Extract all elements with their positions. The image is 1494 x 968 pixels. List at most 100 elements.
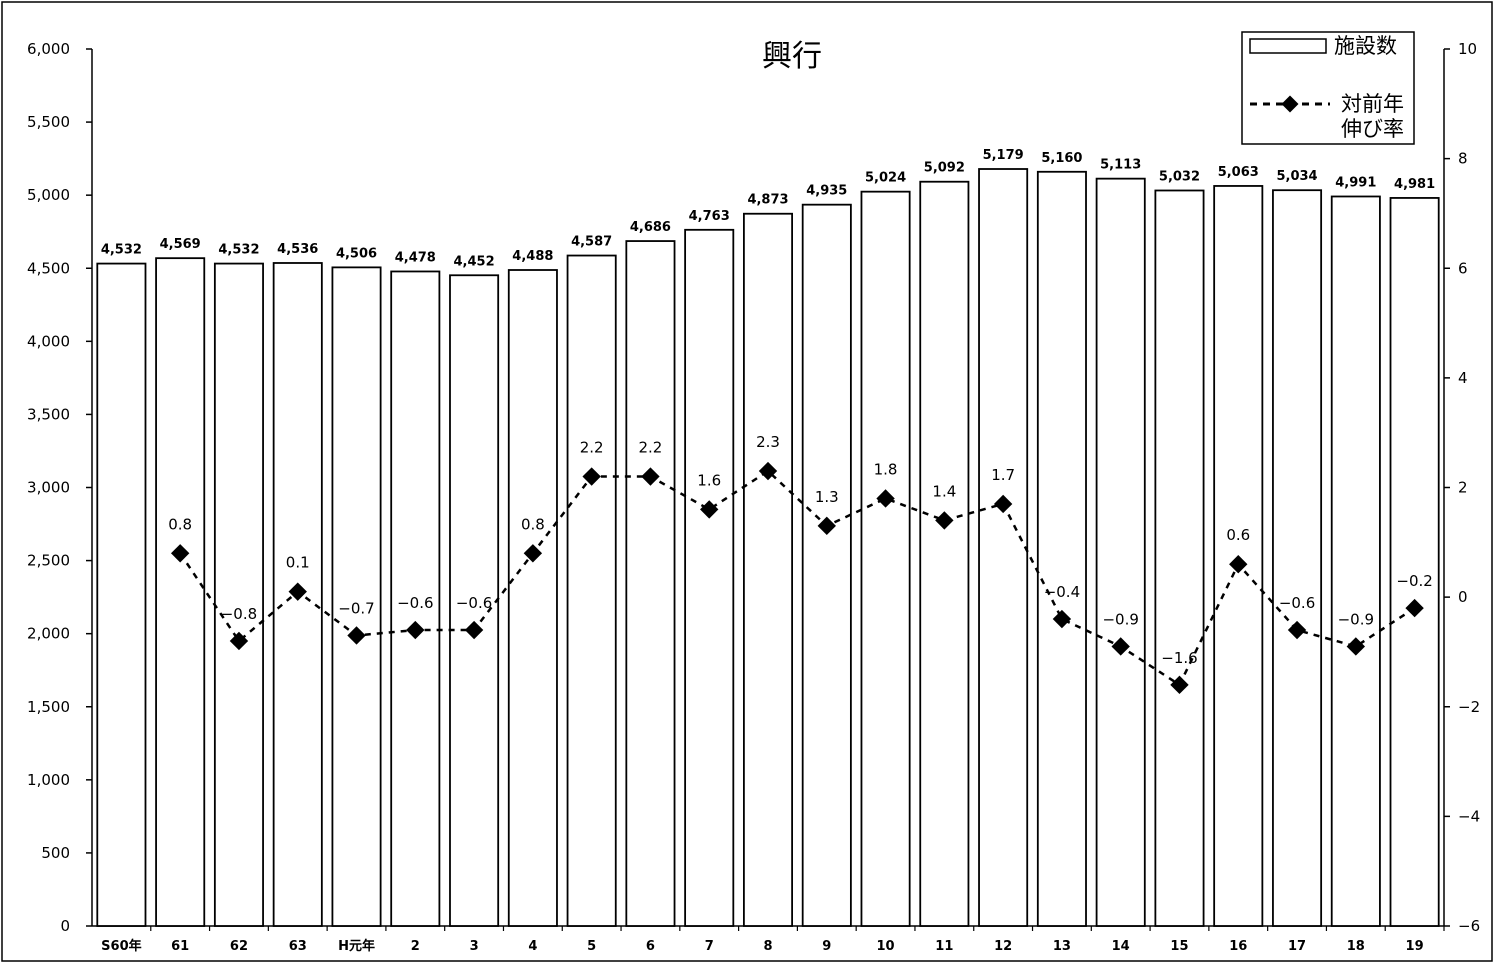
bar [96,262,147,927]
legend-label-rate-line2: 伸び率 [1341,117,1404,141]
category-label: 17 [1288,939,1306,954]
bar [1272,189,1323,927]
rate-marker [817,516,836,536]
rate-marker [876,489,895,508]
bar [919,180,970,927]
left-tick-label: 1,500 [27,698,70,716]
category-label: 62 [230,939,248,954]
rate-value-label: 2.2 [580,439,604,457]
bar-value-label: 4,488 [512,249,553,264]
bar-value-label: 4,532 [101,243,142,258]
category-label: 9 [822,939,831,954]
category-label: 8 [763,939,772,954]
bar-value-label: 5,092 [924,161,965,176]
bar [1095,177,1146,927]
rate-value-label: 0.6 [1226,526,1250,544]
bar [801,203,852,927]
rate-value-label: −0.6 [397,594,433,612]
rate-marker [700,500,719,519]
rate-value-label: −0.9 [1338,610,1374,628]
bar-value-label: 5,034 [1276,169,1317,184]
bar [1154,189,1205,927]
bar-value-label: 5,179 [983,148,1024,163]
right-tick-label: −2 [1458,698,1480,716]
rate-line-series [170,461,1424,695]
bar-value-label: 4,587 [571,235,612,250]
rate-marker [582,467,601,486]
chart-title: 興行 [762,39,822,74]
bar [860,190,911,927]
bar-value-label: 4,532 [218,243,259,258]
rate-value-label: −0.2 [1396,572,1432,590]
category-labels: S60年 61 62 63 H元年 2 3 4 5 6 7 8 9 10 11 12 13 14 15 16 17 18 1… [101,926,1445,954]
category-label: 5 [587,939,596,954]
rate-value-label: 1.6 [697,471,721,489]
rate-marker [523,544,543,563]
rate-value-label: 1.3 [815,488,839,506]
left-tick-label: 0 [60,917,70,935]
rate-marker [1405,598,1424,618]
bar-value-label: 4,873 [747,193,788,208]
category-label: 16 [1229,939,1247,954]
rate-marker [464,620,484,640]
rate-marker [641,467,660,486]
rate-marker [1052,609,1072,629]
right-tick-label: 4 [1458,369,1468,387]
rate-value-label: 0.8 [521,515,545,533]
left-tick-label: 3,000 [27,479,70,497]
rate-value-label: 2.2 [639,439,663,457]
rate-marker [758,461,778,481]
rate-value-label: −0.6 [456,594,492,612]
rate-value-label: 0.1 [286,554,310,572]
rate-value-label: 0.8 [168,515,192,533]
category-label: 13 [1053,939,1071,954]
rate-marker [1346,637,1366,656]
rate-value-label: −0.6 [1279,594,1315,612]
rate-marker [1229,555,1248,574]
category-label: 6 [646,939,655,954]
bar [1036,170,1087,927]
left-tick-label: 4,500 [27,259,70,277]
bar [684,228,735,927]
category-label: 15 [1170,939,1188,954]
category-label: 11 [935,939,953,954]
rate-value-label: 1.8 [874,460,898,478]
rate-marker [229,631,249,651]
bar-value-label: 4,452 [454,254,495,269]
left-tick-label: 6,000 [27,40,70,58]
bar-value-label: 4,506 [336,246,377,261]
left-tick-label: 2,500 [27,552,70,570]
left-tick-label: 2,000 [27,625,70,643]
bar-value-label: 4,763 [689,209,730,224]
rate-value-label: 1.7 [991,466,1015,484]
bar [742,212,794,927]
left-tick-label: 1,000 [27,771,70,789]
bar-value-label: 5,032 [1159,169,1200,184]
rate-value-label: −1.6 [1161,649,1197,667]
right-y-axis: −6 −4 −2 0 2 4 6 8 10 [1443,40,1480,935]
category-label: 14 [1112,939,1130,954]
category-label: 7 [705,939,714,954]
category-label: 3 [470,939,479,954]
category-label: 61 [171,939,189,954]
rate-value-labels: 0.8 −0.8 0.1 −0.7 −0.6 −0.6 0.8 2.2 2.2 1.6 2.3 1.3… [168,433,1433,667]
right-tick-label: 6 [1458,259,1468,277]
legend-label-rate-line1: 対前年 [1341,92,1404,116]
category-label: 19 [1406,939,1424,954]
bar-value-label: 4,981 [1394,177,1435,192]
left-tick-label: 500 [41,844,70,862]
rate-marker [993,494,1013,514]
left-tick-label: 4,000 [27,332,70,350]
bar-value-label: 5,063 [1218,165,1259,180]
bar-value-label: 5,113 [1100,158,1141,173]
category-label: 4 [528,939,537,954]
bar [213,262,264,927]
bar-value-label: 4,686 [630,220,671,235]
bar [1330,195,1381,927]
bar-value-label: 5,024 [865,171,906,186]
category-label: 2 [411,939,420,954]
bar [625,240,676,927]
right-tick-label: −6 [1458,917,1480,935]
